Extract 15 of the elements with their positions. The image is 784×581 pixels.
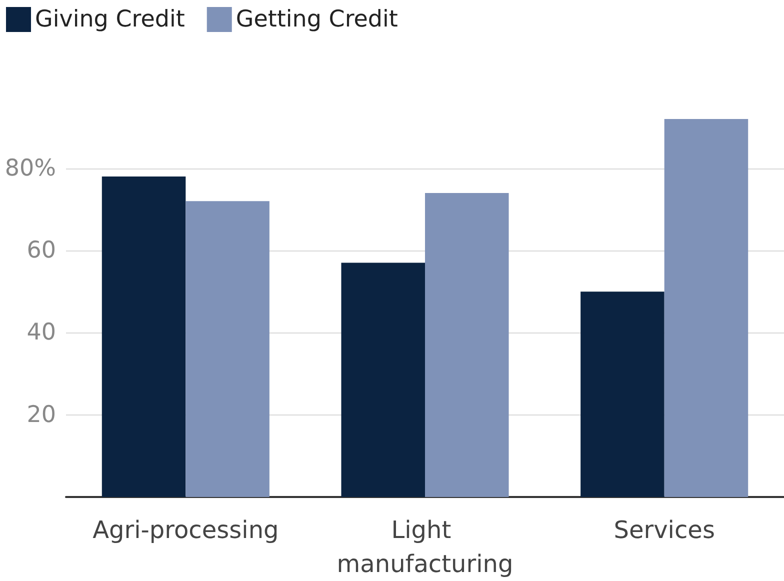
legend-label: Getting Credit (236, 6, 398, 32)
y-tick-label: 20 (26, 402, 56, 428)
y-tick-label: 60 (26, 237, 56, 264)
x-tick-label: Light manufacturing (336, 516, 514, 578)
legend-label: Giving Credit (35, 6, 185, 32)
bar (102, 176, 186, 497)
x-tick-label: Agri-processing (92, 516, 279, 544)
bar (341, 262, 425, 497)
y-tick-label: 80% (4, 155, 56, 182)
y-tick-label: 40 (26, 320, 56, 346)
bar (186, 201, 270, 497)
bar (580, 292, 664, 497)
x-tick-label: Services (614, 516, 715, 544)
bar (425, 192, 509, 497)
bar (664, 119, 748, 497)
